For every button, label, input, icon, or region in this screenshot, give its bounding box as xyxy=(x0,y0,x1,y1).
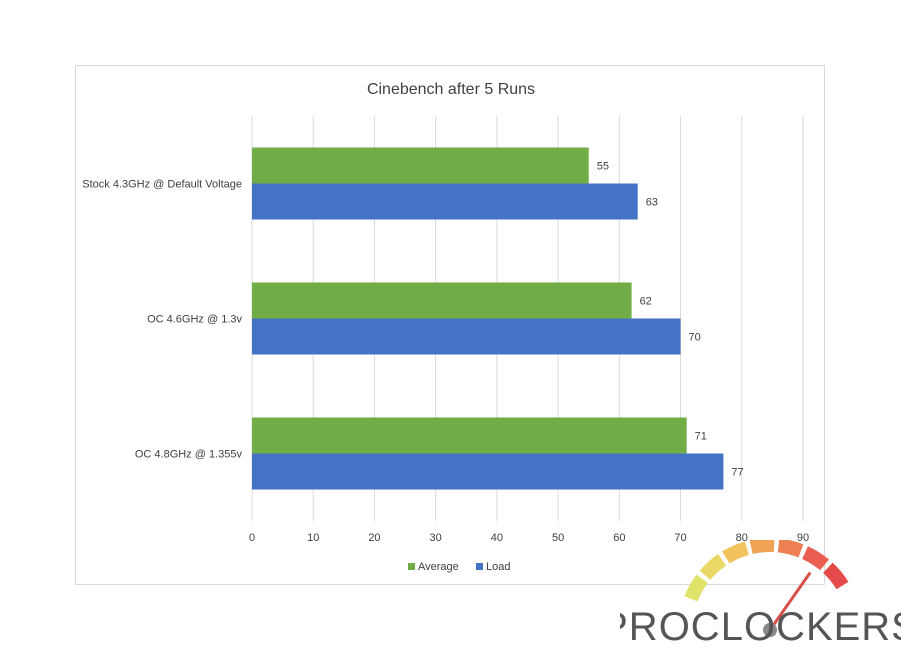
gauge-segment xyxy=(823,562,849,590)
legend: Average Load xyxy=(408,561,510,573)
gauge-hub xyxy=(763,623,777,637)
data-label: 70 xyxy=(689,332,701,344)
gauge-segment xyxy=(722,541,749,564)
bar-average xyxy=(252,147,589,184)
x-tick-label: 30 xyxy=(430,532,442,544)
bar-average xyxy=(252,417,687,454)
category-label: OC 4.8GHz @ 1.355v xyxy=(135,449,243,461)
data-labels: 55 63 62 70 71 77 xyxy=(597,161,744,479)
bar-chart: Cinebench after 5 Runs 55 63 62 70 71 77 Stoc… xyxy=(82,81,809,573)
data-label: 55 xyxy=(597,161,609,173)
bars xyxy=(252,147,724,490)
category-label: OC 4.6GHz @ 1.3v xyxy=(147,314,242,326)
gauge-segment xyxy=(777,540,804,558)
legend-label: Average xyxy=(418,561,459,573)
data-label: 71 xyxy=(695,431,707,443)
bar-load xyxy=(252,183,638,220)
x-tick-label: 70 xyxy=(674,532,686,544)
chart-title: Cinebench after 5 Runs xyxy=(367,81,535,98)
gauge-segment xyxy=(699,554,726,580)
data-label: 77 xyxy=(731,467,743,479)
x-tick-label: 40 xyxy=(491,532,503,544)
x-tick-label: 0 xyxy=(249,532,255,544)
gauge-icon xyxy=(684,540,849,637)
chart-area: Cinebench after 5 Runs 55 63 62 70 71 77 Stoc… xyxy=(75,65,825,585)
x-tick-label: 20 xyxy=(368,532,380,544)
gauge-segment xyxy=(802,546,830,571)
legend-label: Load xyxy=(486,561,510,573)
bar-load xyxy=(252,453,724,490)
legend-swatch-load xyxy=(476,563,483,570)
x-tick-label: 60 xyxy=(613,532,625,544)
x-tick-label: 80 xyxy=(736,532,748,544)
legend-swatch-average xyxy=(408,563,415,570)
x-tick-label: 10 xyxy=(307,532,319,544)
gauge-needle xyxy=(768,571,812,631)
proclockers-logo: PROCLOCKERS xyxy=(620,540,901,649)
bar-average xyxy=(252,282,632,319)
category-labels: Stock 4.3GHz @ Default Voltage OC 4.6GHz … xyxy=(82,179,242,461)
data-label: 62 xyxy=(640,296,652,308)
bar-load xyxy=(252,318,681,355)
logo-text: PROCLOCKERS xyxy=(620,605,901,649)
data-label: 63 xyxy=(646,197,658,209)
x-tick-labels: 0 10 20 30 40 50 60 70 80 90 xyxy=(249,532,809,544)
gauge-segment xyxy=(749,540,775,554)
x-tick-label: 90 xyxy=(797,532,809,544)
x-tick-label: 50 xyxy=(552,532,564,544)
category-label: Stock 4.3GHz @ Default Voltage xyxy=(82,179,242,191)
gauge-segment xyxy=(684,574,708,602)
